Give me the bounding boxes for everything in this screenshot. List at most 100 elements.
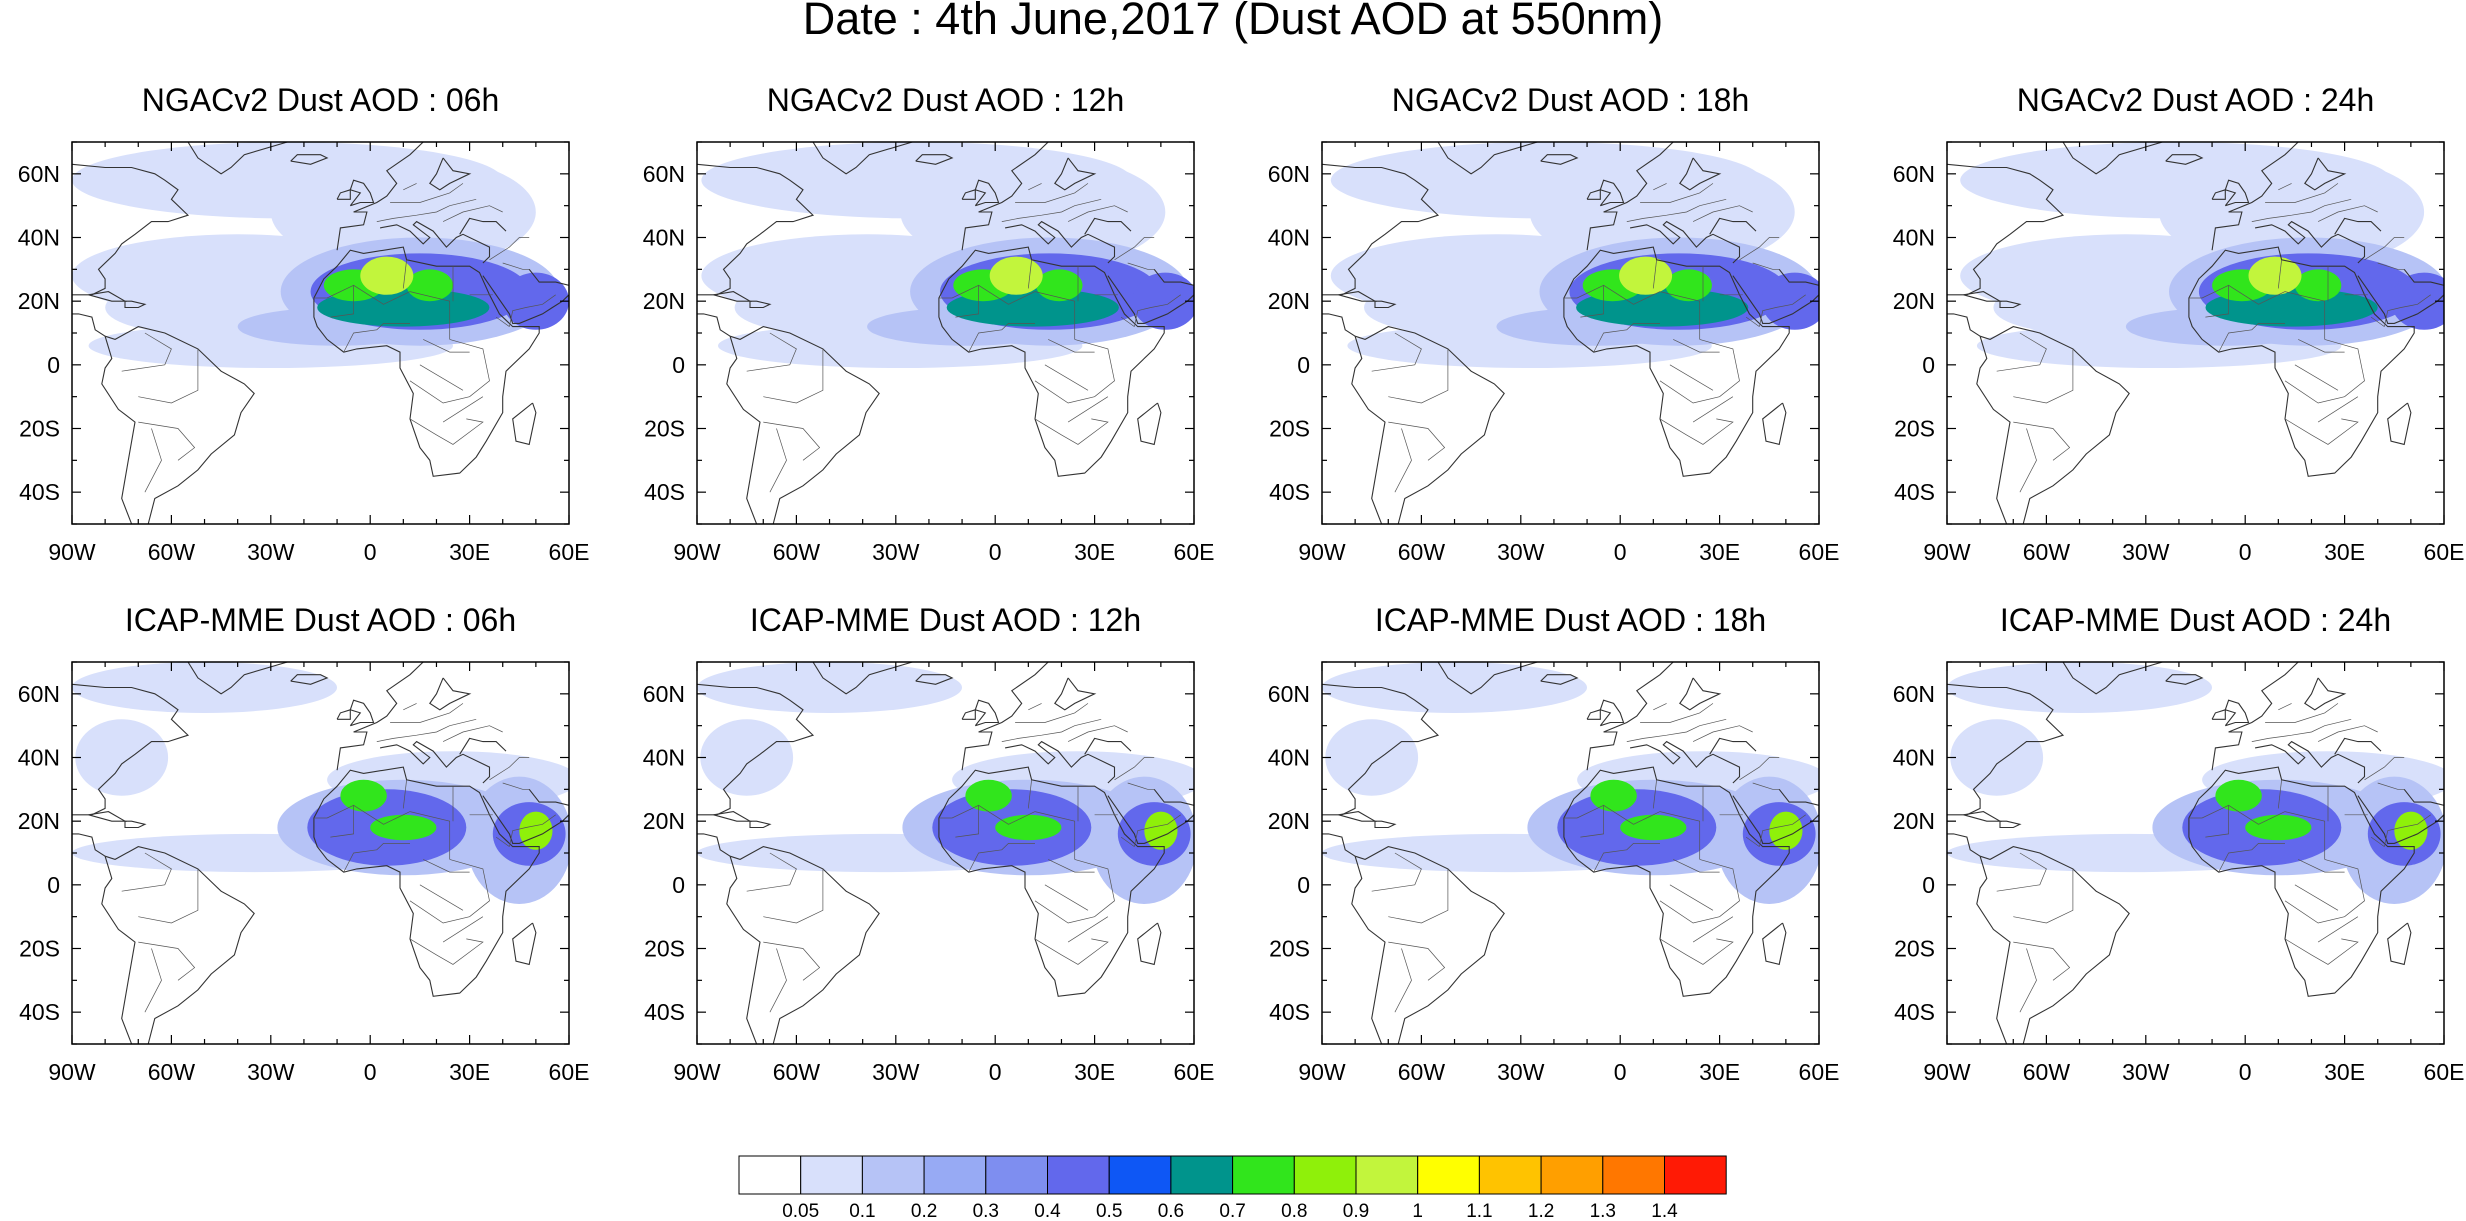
coastline (482, 795, 569, 844)
country-border (2278, 183, 2292, 191)
coastline (379, 740, 491, 784)
country-border (1127, 262, 1155, 270)
country-border (1759, 294, 1806, 327)
country-border (1603, 285, 1661, 305)
country-border (343, 843, 410, 873)
map-panel: 90W 60W 30W 0 30E 60E 60N 40N 20N 0 20S 40S NGACv2 D… (1875, 80, 2466, 565)
country-border (1048, 859, 1095, 873)
colorbar-swatch (861, 1155, 925, 1195)
coastline (1947, 683, 2065, 816)
country-border (2377, 782, 2405, 790)
country-border (1388, 421, 1446, 461)
coastline (2165, 674, 2204, 685)
lon-tick-label: 0 (1614, 539, 1627, 565)
country-border (1745, 836, 1760, 847)
country-border (376, 718, 477, 742)
country-border (746, 852, 797, 892)
coastline (2062, 142, 2163, 175)
lon-tick-label: 30E (2324, 539, 2365, 565)
lat-tick-label: 20S (644, 416, 685, 442)
lat-tick-label: 60N (18, 161, 60, 187)
lon-tick-label: 30E (1074, 539, 1115, 565)
country-border (2317, 725, 2378, 742)
coastline (124, 820, 147, 829)
colorbar-swatch (1478, 1155, 1542, 1195)
map-plot: 90W 60W 30W 0 30E 60E 60N 40N 20N 0 20S 40S (643, 141, 1214, 565)
map-plot: 90W 60W 30W 0 30E 60E 60N 40N 20N 0 20S 40S (18, 141, 589, 565)
aod-field-blob (697, 662, 962, 713)
aod-field-blob (989, 256, 1043, 295)
country-border (1739, 237, 1780, 261)
colorbar-label: 0.9 (1343, 1201, 1369, 1221)
country-border (502, 782, 530, 790)
country-border (938, 284, 979, 318)
coastline (313, 766, 540, 997)
country-border (403, 703, 417, 711)
lon-tick-label: 0 (989, 1059, 1002, 1085)
country-border (1759, 814, 1806, 847)
lat-tick-label: 40S (1894, 999, 1935, 1025)
coastline (1599, 179, 1625, 207)
lat-tick-label: 60N (18, 681, 60, 707)
country-border (138, 868, 199, 924)
country-border (1653, 703, 1667, 711)
country-border (1034, 418, 1109, 445)
coastline (1322, 833, 1356, 857)
country-border (489, 757, 530, 781)
country-border (1120, 316, 1135, 327)
country-border (1044, 884, 1089, 911)
lon-tick-label: 60W (2023, 539, 2071, 565)
colorbar-label: 1.3 (1590, 1201, 1616, 1221)
lat-tick-label: 20S (19, 936, 60, 962)
lon-tick-label: 60E (2424, 1059, 2465, 1085)
country-border (1745, 316, 1760, 327)
aod-field-blob (502, 272, 569, 330)
coastline (1374, 300, 1397, 309)
lat-tick-label: 40S (644, 999, 685, 1025)
country-border (353, 805, 411, 825)
colorbar-label: 1.1 (1466, 1201, 1492, 1221)
aod-field-blob (1529, 154, 1795, 270)
coastline (915, 154, 954, 165)
coastline (72, 833, 106, 857)
colorbar-swatch (1355, 1155, 1419, 1195)
coastline (1778, 268, 1819, 286)
aod-field-blob (2215, 779, 2262, 812)
colorbar-swatch (1417, 1155, 1480, 1195)
coastline (2254, 740, 2366, 784)
lon-tick-label: 0 (364, 539, 377, 565)
country-border (1034, 859, 1115, 924)
lat-tick-label: 40N (643, 225, 685, 251)
coastline (1540, 674, 1579, 685)
country-border (2284, 811, 2326, 860)
lat-tick-label: 20N (643, 288, 685, 314)
country-border (1388, 348, 1449, 404)
lon-tick-label: 30E (449, 1059, 490, 1085)
lat-tick-label: 20N (18, 288, 60, 314)
country-border (502, 262, 530, 270)
coastline (1437, 142, 1538, 175)
coastline (459, 737, 507, 755)
lat-tick-label: 40N (1268, 225, 1310, 251)
coastline (1351, 846, 1505, 1044)
country-border (1028, 703, 1042, 711)
lon-tick-label: 60W (773, 539, 821, 565)
lon-tick-label: 90W (48, 539, 96, 565)
country-border (763, 421, 821, 461)
coastline (429, 677, 472, 711)
country-border (121, 332, 172, 372)
panel-title: NGACv2 Dust AOD : 24h (2016, 82, 2375, 118)
colorbar-swatch (1293, 1155, 1357, 1195)
aod-field-blob (1325, 719, 1419, 796)
aod-field-blob (1993, 282, 2159, 333)
panel-title: NGACv2 Dust AOD : 12h (766, 82, 1125, 118)
lat-tick-label: 20N (643, 808, 685, 834)
country-border (144, 428, 162, 493)
coastline (1107, 795, 1194, 844)
country-border (1563, 804, 1604, 838)
coastline (1322, 163, 1440, 296)
coastline (1762, 402, 1787, 446)
country-border (2013, 421, 2071, 461)
coastline (1437, 662, 1538, 695)
country-border (2284, 859, 2365, 924)
